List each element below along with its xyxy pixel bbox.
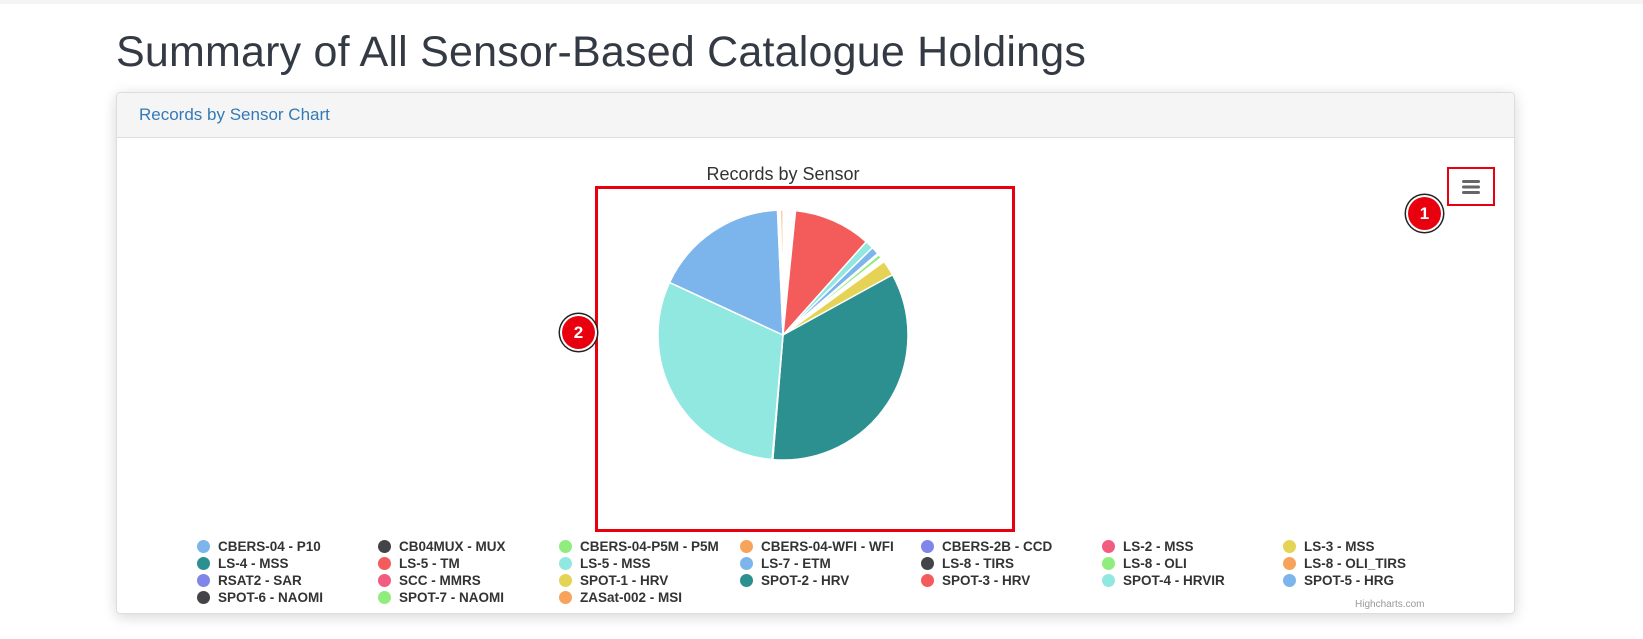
legend-symbol [559,557,572,570]
legend-symbol [197,557,210,570]
legend-symbol [1102,557,1115,570]
legend-item-spot-7-naomi[interactable]: SPOT-7 - NAOMI [378,589,559,606]
legend-label: CBERS-2B - CCD [942,539,1053,554]
legend-symbol [378,574,391,587]
legend-label: CBERS-04 - P10 [218,539,321,554]
legend-label: LS-7 - ETM [761,556,831,571]
chart-legend: CBERS-04 - P10 CB04MUX - MUX CBERS-04-P5M … [197,538,1417,606]
legend-label: LS-5 - MSS [580,556,651,571]
panel-heading-link[interactable]: Records by Sensor Chart [139,105,330,124]
annotation-marker-2: 2 [562,316,595,349]
legend-item-scc-mmrs[interactable]: SCC - MMRS [378,572,559,589]
legend-item-spot-6-naomi[interactable]: SPOT-6 - NAOMI [197,589,378,606]
legend-item-spot-1-hrv[interactable]: SPOT-1 - HRV [559,572,740,589]
chart-panel: Records by Sensor Chart Records by Senso… [116,92,1515,614]
legend-symbol [559,591,572,604]
chart-container: Records by Sensor 1 2 CBERS-04 - P10 CB04… [117,138,1514,613]
legend-symbol [921,574,934,587]
legend-label: LS-5 - TM [399,556,460,571]
legend-label: SPOT-2 - HRV [761,573,850,588]
page-title: Summary of All Sensor-Based Catalogue Ho… [116,28,1087,76]
panel-heading: Records by Sensor Chart [117,93,1514,138]
legend-item-ls-2-mss[interactable]: LS-2 - MSS [1102,538,1283,555]
legend-symbol [1283,540,1296,553]
legend-label: CBERS-04-P5M - P5M [580,539,719,554]
legend-item-zasat-002-msi[interactable]: ZASat-002 - MSI [559,589,740,606]
legend-label: SPOT-4 - HRVIR [1123,573,1225,588]
legend-symbol [1102,574,1115,587]
pie-chart: Records by Sensor [657,164,909,461]
legend-item-spot-3-hrv[interactable]: SPOT-3 - HRV [921,572,1102,589]
legend-item-cbers-04-p5m-p5m[interactable]: CBERS-04-P5M - P5M [559,538,740,555]
legend-item-ls-5-tm[interactable]: LS-5 - TM [378,555,559,572]
legend-label: CB04MUX - MUX [399,539,506,554]
legend-symbol [1102,540,1115,553]
legend-label: LS-2 - MSS [1123,539,1194,554]
legend-label: SPOT-3 - HRV [942,573,1031,588]
pie-slice-ls-5-tm[interactable] [782,209,868,336]
legend-item-ls-5-mss[interactable]: LS-5 - MSS [559,555,740,572]
legend-label: LS-8 - OLI [1123,556,1187,571]
legend-symbol [1283,557,1296,570]
legend-item-rsat2-sar[interactable]: RSAT2 - SAR [197,572,378,589]
top-strip [0,0,1643,4]
legend-label: SPOT-6 - NAOMI [218,590,324,605]
legend-symbol [1283,574,1296,587]
legend-item-cbers-04-wfi-wfi[interactable]: CBERS-04-WFI - WFI [740,538,921,555]
legend-symbol [921,540,934,553]
legend-symbol [378,591,391,604]
legend-item-spot-2-hrv[interactable]: SPOT-2 - HRV [740,572,921,589]
legend-label: ZASat-002 - MSI [580,590,683,605]
legend-symbol [197,540,210,553]
legend-label: LS-4 - MSS [218,556,289,571]
pie-slice-spot-5-hrg[interactable] [668,209,784,336]
legend-item-ls-8-oli-tirs[interactable]: LS-8 - OLI_TIRS [1283,555,1464,572]
legend-label: LS-3 - MSS [1304,539,1375,554]
legend-item-ls-3-mss[interactable]: LS-3 - MSS [1283,538,1464,555]
legend-item-cbers-2b-ccd[interactable]: CBERS-2B - CCD [921,538,1102,555]
annotation-marker-1: 1 [1408,197,1441,230]
chart-context-menu-button[interactable] [1447,167,1495,206]
legend-item-ls-4-mss[interactable]: LS-4 - MSS [197,555,378,572]
legend-item-cbers-04-p10[interactable]: CBERS-04 - P10 [197,538,378,555]
chart-credits[interactable]: Highcharts.com [1355,599,1425,610]
legend-symbol [197,574,210,587]
legend-label: SPOT-5 - HRG [1304,573,1395,588]
legend-item-ls-8-tirs[interactable]: LS-8 - TIRS [921,555,1102,572]
pie-slices [657,209,909,461]
legend-item-cb04mux-mux[interactable]: CB04MUX - MUX [378,538,559,555]
legend-symbol [559,574,572,587]
legend-label: LS-8 - OLI_TIRS [1304,556,1407,571]
legend-symbol [559,540,572,553]
pie-slice-spot-2-hrv[interactable] [772,274,909,461]
legend-symbol [921,557,934,570]
legend-symbol [378,557,391,570]
legend-symbol [197,591,210,604]
legend-symbol [378,540,391,553]
legend-label: RSAT2 - SAR [218,573,302,588]
hamburger-menu-icon [1462,179,1480,194]
legend-item-spot-5-hrg[interactable]: SPOT-5 - HRG [1283,572,1464,589]
pie-slice-zasat-002-msi[interactable] [779,209,784,336]
chart-title: Records by Sensor [706,164,859,184]
pie-slice-spot-4-hrvir[interactable] [657,281,784,461]
legend-item-spot-4-hrvir[interactable]: SPOT-4 - HRVIR [1102,572,1283,589]
legend-label: LS-8 - TIRS [942,556,1015,571]
legend-symbol [740,574,753,587]
legend-symbol [740,540,753,553]
legend-label: CBERS-04-WFI - WFI [761,539,894,554]
legend-label: SCC - MMRS [399,573,481,588]
legend-label: SPOT-1 - HRV [580,573,669,588]
legend-item-ls-7-etm[interactable]: LS-7 - ETM [740,555,921,572]
legend-label: SPOT-7 - NAOMI [399,590,505,605]
legend-symbol [740,557,753,570]
legend-item-ls-8-oli[interactable]: LS-8 - OLI [1102,555,1283,572]
